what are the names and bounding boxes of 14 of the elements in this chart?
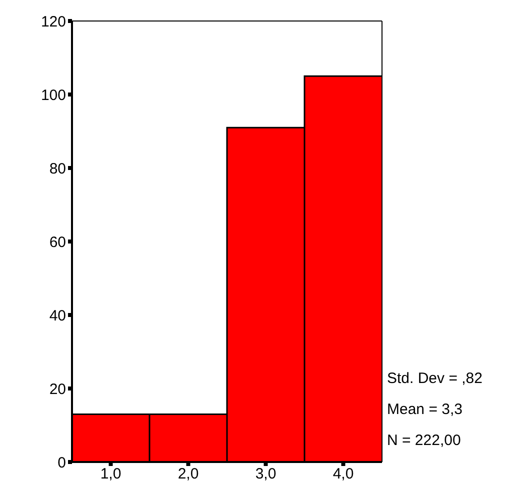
text: Mean = 3,3	[387, 401, 462, 418]
y-tick-label: 80	[49, 160, 66, 178]
y-tick-label: 60	[49, 234, 66, 251]
x-tick-label: 3,0	[255, 466, 276, 483]
y-tick-label: 20	[49, 380, 66, 398]
x-tick-label: 1,0	[100, 466, 122, 483]
y-tick-label: 40	[49, 307, 66, 324]
y-tick-label: 100	[40, 86, 66, 104]
text: N = 222,00	[387, 432, 461, 449]
x-tick-label: 2,0	[178, 466, 199, 483]
x-tick-label: 4,0	[332, 466, 354, 483]
y-tick-label: 120	[40, 13, 66, 30]
y-tick-label: 0	[58, 454, 66, 472]
text: Std. Dev = ,82	[387, 370, 482, 387]
